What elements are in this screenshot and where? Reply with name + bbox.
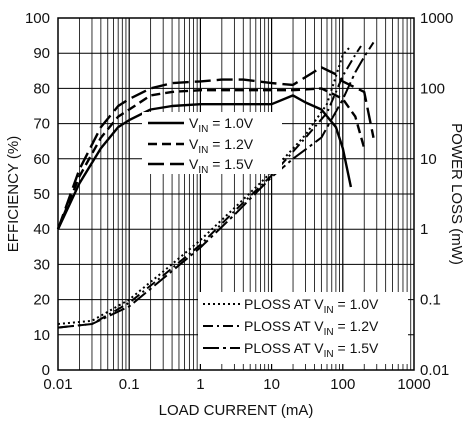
- y-right-tick-labels: 0.01 0.1 1 10 100 1000: [420, 10, 453, 379]
- y-left-tick-label: 0: [42, 362, 50, 379]
- series-line-4: [57, 45, 352, 325]
- legend-entry-label: PLOSS AT VIN = 1.2V: [244, 318, 379, 338]
- series-line-2: [56, 87, 366, 230]
- x-tick-labels: 0.01 0.1 1 10 100 1000: [43, 376, 430, 393]
- series-line-1: [56, 94, 353, 230]
- y-left-tick-label: 70: [33, 116, 50, 133]
- x-tick-label: 0.01: [43, 376, 72, 393]
- y-axis-label-right: POWER LOSS (mW): [448, 123, 465, 265]
- legend-entry-label: VIN = 1.2V: [189, 136, 254, 156]
- plot-frame: [57, 17, 415, 371]
- y-left-tick-label: 30: [33, 256, 50, 273]
- y-left-tick-label: 50: [33, 186, 50, 203]
- y-left-tick-label: 10: [33, 327, 50, 344]
- y-left-tick-label: 80: [33, 80, 50, 97]
- y-left-tick-label: 90: [33, 45, 50, 62]
- x-tick-label: 100: [330, 376, 355, 393]
- y-axis-label-left: EFFICIENCY (%): [5, 136, 22, 252]
- y-right-tick-label: 1: [420, 221, 428, 238]
- legend-entry-label: VIN = 1.0V: [189, 115, 254, 135]
- legend-entry-label: PLOSS AT VIN = 1.0V: [244, 296, 379, 316]
- series-line-6: [57, 41, 375, 329]
- legend-entry-label: PLOSS AT VIN = 1.5V: [244, 340, 379, 360]
- x-tick-label: 0.1: [119, 376, 140, 393]
- series-line-5: [57, 45, 362, 329]
- x-tick-label: 1000: [397, 376, 430, 393]
- y-left-tick-label: 60: [33, 151, 50, 168]
- x-axis-label: LOAD CURRENT (mA): [159, 402, 314, 419]
- y-right-tick-label: 10: [420, 151, 437, 168]
- y-right-tick-label: 0.01: [420, 362, 449, 379]
- y-right-tick-label: 1000: [420, 10, 453, 27]
- y-right-tick-label: 100: [420, 80, 445, 97]
- series-line-3: [56, 66, 375, 230]
- y-left-tick-label: 100: [25, 10, 50, 27]
- y-left-tick-label: 20: [33, 292, 50, 309]
- y-left-tick-labels: 0 10 20 30 40 50 60 70 80 90 100: [25, 10, 50, 379]
- y-left-tick-label: 40: [33, 221, 50, 238]
- legend-entry-label: VIN = 1.5V: [189, 156, 254, 176]
- x-tick-label: 1: [196, 376, 204, 393]
- series-layer: [56, 41, 375, 329]
- x-tick-label: 10: [263, 376, 280, 393]
- y-right-tick-label: 0.1: [420, 292, 441, 309]
